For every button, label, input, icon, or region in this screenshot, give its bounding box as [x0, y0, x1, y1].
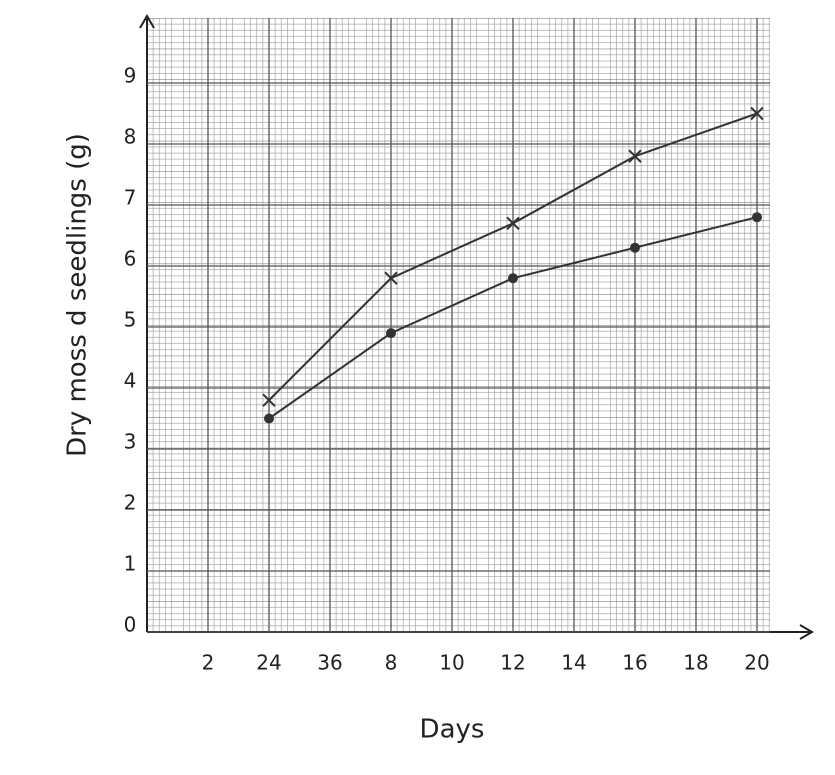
y-tick-label: 5	[124, 308, 137, 332]
x-tick-label: 10	[439, 651, 464, 675]
point-marker	[752, 212, 762, 223]
point-marker	[750, 106, 764, 121]
x-tick-label: 2	[202, 651, 215, 675]
point-marker	[384, 271, 398, 285]
x-tick-label: 12	[500, 651, 525, 675]
point-marker	[628, 149, 642, 163]
point-marker	[264, 413, 274, 424]
y-tick-label: 0	[124, 613, 137, 637]
x-axis-label: Days	[420, 715, 485, 745]
point-marker	[506, 216, 520, 231]
y-tick-label: 2	[124, 491, 137, 515]
y-tick-label: 7	[124, 186, 137, 210]
x-tick-label: 20	[744, 651, 769, 675]
x-tick-label: 8	[385, 651, 398, 675]
x-tick-label: 24	[256, 651, 281, 675]
x-tick-label: 16	[622, 651, 647, 675]
point-marker	[262, 393, 276, 407]
x-axis-arrow	[799, 624, 814, 640]
y-axis-label: Dry moss d seedlings (g)	[63, 133, 93, 457]
y-tick-label: 1	[124, 552, 137, 576]
graph-paper	[147, 18, 770, 632]
x-tick-label: 36	[317, 651, 342, 675]
point-marker	[630, 242, 640, 253]
y-tick-label: 8	[124, 125, 137, 149]
x-tick-label: 18	[683, 651, 708, 675]
point-marker	[386, 328, 396, 339]
point-marker	[508, 273, 518, 284]
x-tick-label: 14	[561, 651, 586, 675]
y-tick-label: 9	[124, 64, 137, 88]
y-tick-label: 6	[124, 247, 137, 271]
y-axis-arrow	[139, 14, 155, 29]
y-tick-label: 3	[124, 430, 137, 454]
y-tick-label: 4	[124, 369, 137, 393]
